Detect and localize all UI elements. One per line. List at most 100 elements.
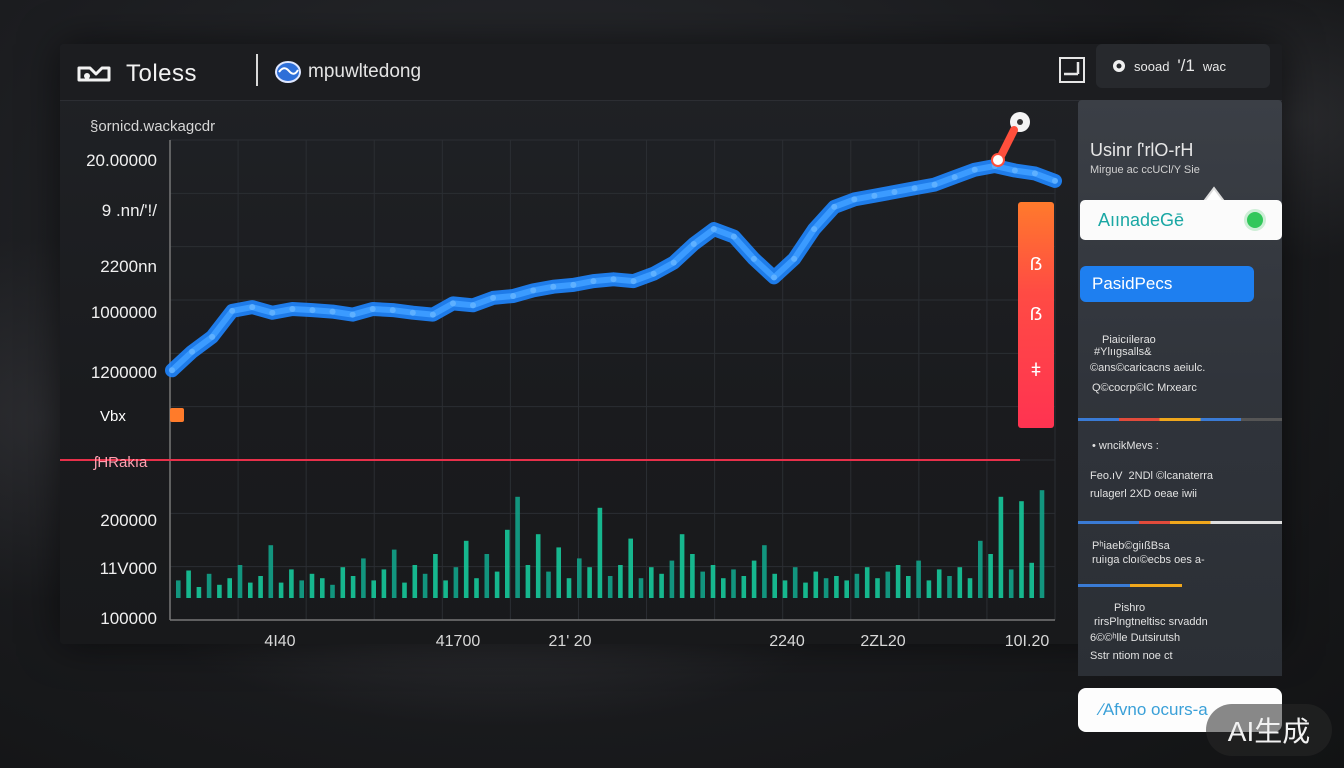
x-tick-label: 21' 20 bbox=[548, 633, 591, 650]
side-title: Usinr ſ'rlO-rH bbox=[1090, 140, 1194, 160]
volume-bar bbox=[433, 554, 438, 598]
price-point bbox=[891, 189, 898, 195]
price-line bbox=[169, 163, 1057, 373]
status-label: sooad bbox=[1134, 58, 1170, 74]
volume-bar bbox=[834, 576, 839, 598]
volume-bar bbox=[248, 582, 253, 598]
volume-bar bbox=[649, 567, 654, 598]
x-tick-label: 4Ι40 bbox=[264, 633, 295, 650]
volume-bars bbox=[176, 490, 1045, 598]
app-title: Toless bbox=[126, 60, 198, 87]
volume-bar bbox=[875, 578, 880, 598]
volume-bar bbox=[494, 571, 500, 598]
price-point bbox=[490, 294, 497, 301]
volume-bar bbox=[854, 573, 860, 598]
volume-bar bbox=[412, 565, 418, 598]
price-point bbox=[309, 307, 316, 314]
volume-bar bbox=[227, 578, 232, 598]
price-point bbox=[630, 278, 637, 285]
volume-bar bbox=[947, 576, 952, 598]
volume-bar bbox=[762, 545, 767, 598]
window-toggle-icon[interactable] bbox=[1058, 56, 1086, 84]
price-point bbox=[590, 278, 597, 285]
price-point bbox=[971, 166, 978, 173]
price-point bbox=[931, 181, 938, 188]
list-item: Q©cocrp©lC Mrxearc bbox=[1092, 382, 1197, 394]
price-point bbox=[670, 259, 677, 266]
list-item: Sstr ntiom noe ct bbox=[1090, 650, 1173, 662]
volume-bar bbox=[679, 534, 685, 598]
price-point bbox=[550, 283, 557, 290]
volume-bar bbox=[926, 580, 932, 598]
alert-glyph-1: ẞ bbox=[1029, 254, 1043, 274]
volume-bar bbox=[463, 540, 469, 598]
price-point bbox=[791, 255, 798, 262]
primary-button[interactable]: PasidPecs bbox=[1080, 266, 1254, 302]
volume-bar bbox=[402, 582, 407, 598]
price-line-glow bbox=[165, 159, 1062, 378]
side-card[interactable]: AıınadeGē bbox=[1080, 200, 1282, 240]
alert-glyph-2: ẞ bbox=[1029, 304, 1043, 324]
volume-bar bbox=[217, 584, 222, 598]
price-point bbox=[389, 307, 396, 314]
volume-bar bbox=[597, 507, 603, 598]
volume-bar bbox=[618, 565, 623, 598]
volume-bar bbox=[978, 540, 983, 598]
top-bar: Toless mpuwltedong sooad '/1 wac bbox=[60, 44, 1282, 101]
volume-bar bbox=[638, 578, 644, 598]
watermark: AI生成 bbox=[1206, 704, 1332, 756]
y-tick-label: 2200nn bbox=[100, 257, 157, 276]
volume-bar bbox=[206, 573, 212, 598]
price-point bbox=[911, 185, 918, 192]
volume-bar bbox=[988, 554, 993, 598]
status-icon bbox=[1113, 60, 1125, 72]
volume-bar bbox=[1039, 490, 1045, 598]
price-line-series bbox=[165, 159, 1062, 378]
volume-bar bbox=[628, 538, 633, 598]
alert-bar[interactable]: ẞ ẞ ǂ bbox=[1018, 202, 1054, 428]
price-point bbox=[650, 270, 657, 277]
volume-bar bbox=[176, 580, 181, 598]
list-item: rulagerl 2XD oeae iwii bbox=[1090, 488, 1197, 500]
list-item: ruiıga cloı©ecbs oes a- bbox=[1092, 554, 1208, 566]
status-pill[interactable]: sooad '/1 wac bbox=[1096, 44, 1270, 88]
list-item: Feo.ıV 2NDl ©lcanaterra bbox=[1090, 470, 1214, 482]
side-subtitle: Mirgue ac ccUCl/Y Sie bbox=[1090, 164, 1200, 176]
volume-bar bbox=[916, 560, 921, 598]
list-item: ©ans©caricacns aeiulc. bbox=[1090, 362, 1206, 374]
marker-label: Vbx bbox=[100, 408, 126, 425]
volume-bar bbox=[669, 560, 675, 598]
volume-bar bbox=[237, 565, 243, 598]
tab-workspace[interactable]: mpuwltedong bbox=[274, 60, 421, 84]
volume-bar bbox=[186, 570, 191, 598]
alert-glyph-3: ǂ bbox=[1030, 360, 1042, 380]
volume-bar bbox=[258, 576, 263, 598]
volume-bar bbox=[1008, 569, 1014, 598]
volume-bar bbox=[361, 558, 366, 598]
volume-bar bbox=[289, 569, 294, 598]
current-price-marker[interactable] bbox=[170, 408, 184, 422]
volume-bar bbox=[546, 571, 551, 598]
volume-bar bbox=[587, 567, 592, 598]
volume-bar bbox=[957, 567, 963, 598]
volume-bar bbox=[196, 587, 202, 598]
volume-bar bbox=[751, 560, 757, 598]
volume-bar bbox=[566, 578, 572, 598]
price-point bbox=[710, 226, 717, 233]
volume-bar bbox=[320, 578, 325, 598]
side-panel: Usinr ſ'rlO-rH Mirgue ac ccUCl/Y Sie Aıı… bbox=[1078, 100, 1282, 676]
volume-bar bbox=[505, 529, 510, 598]
status-unit: wac bbox=[1202, 58, 1226, 74]
x-tick-label: 2240 bbox=[769, 633, 805, 650]
volume-bar bbox=[823, 578, 829, 598]
cursor-pin-icon[interactable] bbox=[988, 106, 1032, 170]
y-tick-label: 100000 bbox=[100, 609, 157, 628]
price-point bbox=[349, 311, 356, 318]
volume-bar bbox=[864, 567, 870, 598]
volume-bar bbox=[885, 571, 891, 598]
app-logo[interactable]: Toless bbox=[76, 60, 197, 88]
price-point bbox=[289, 306, 296, 312]
volume-bar bbox=[309, 573, 315, 598]
volume-bar bbox=[710, 565, 716, 598]
